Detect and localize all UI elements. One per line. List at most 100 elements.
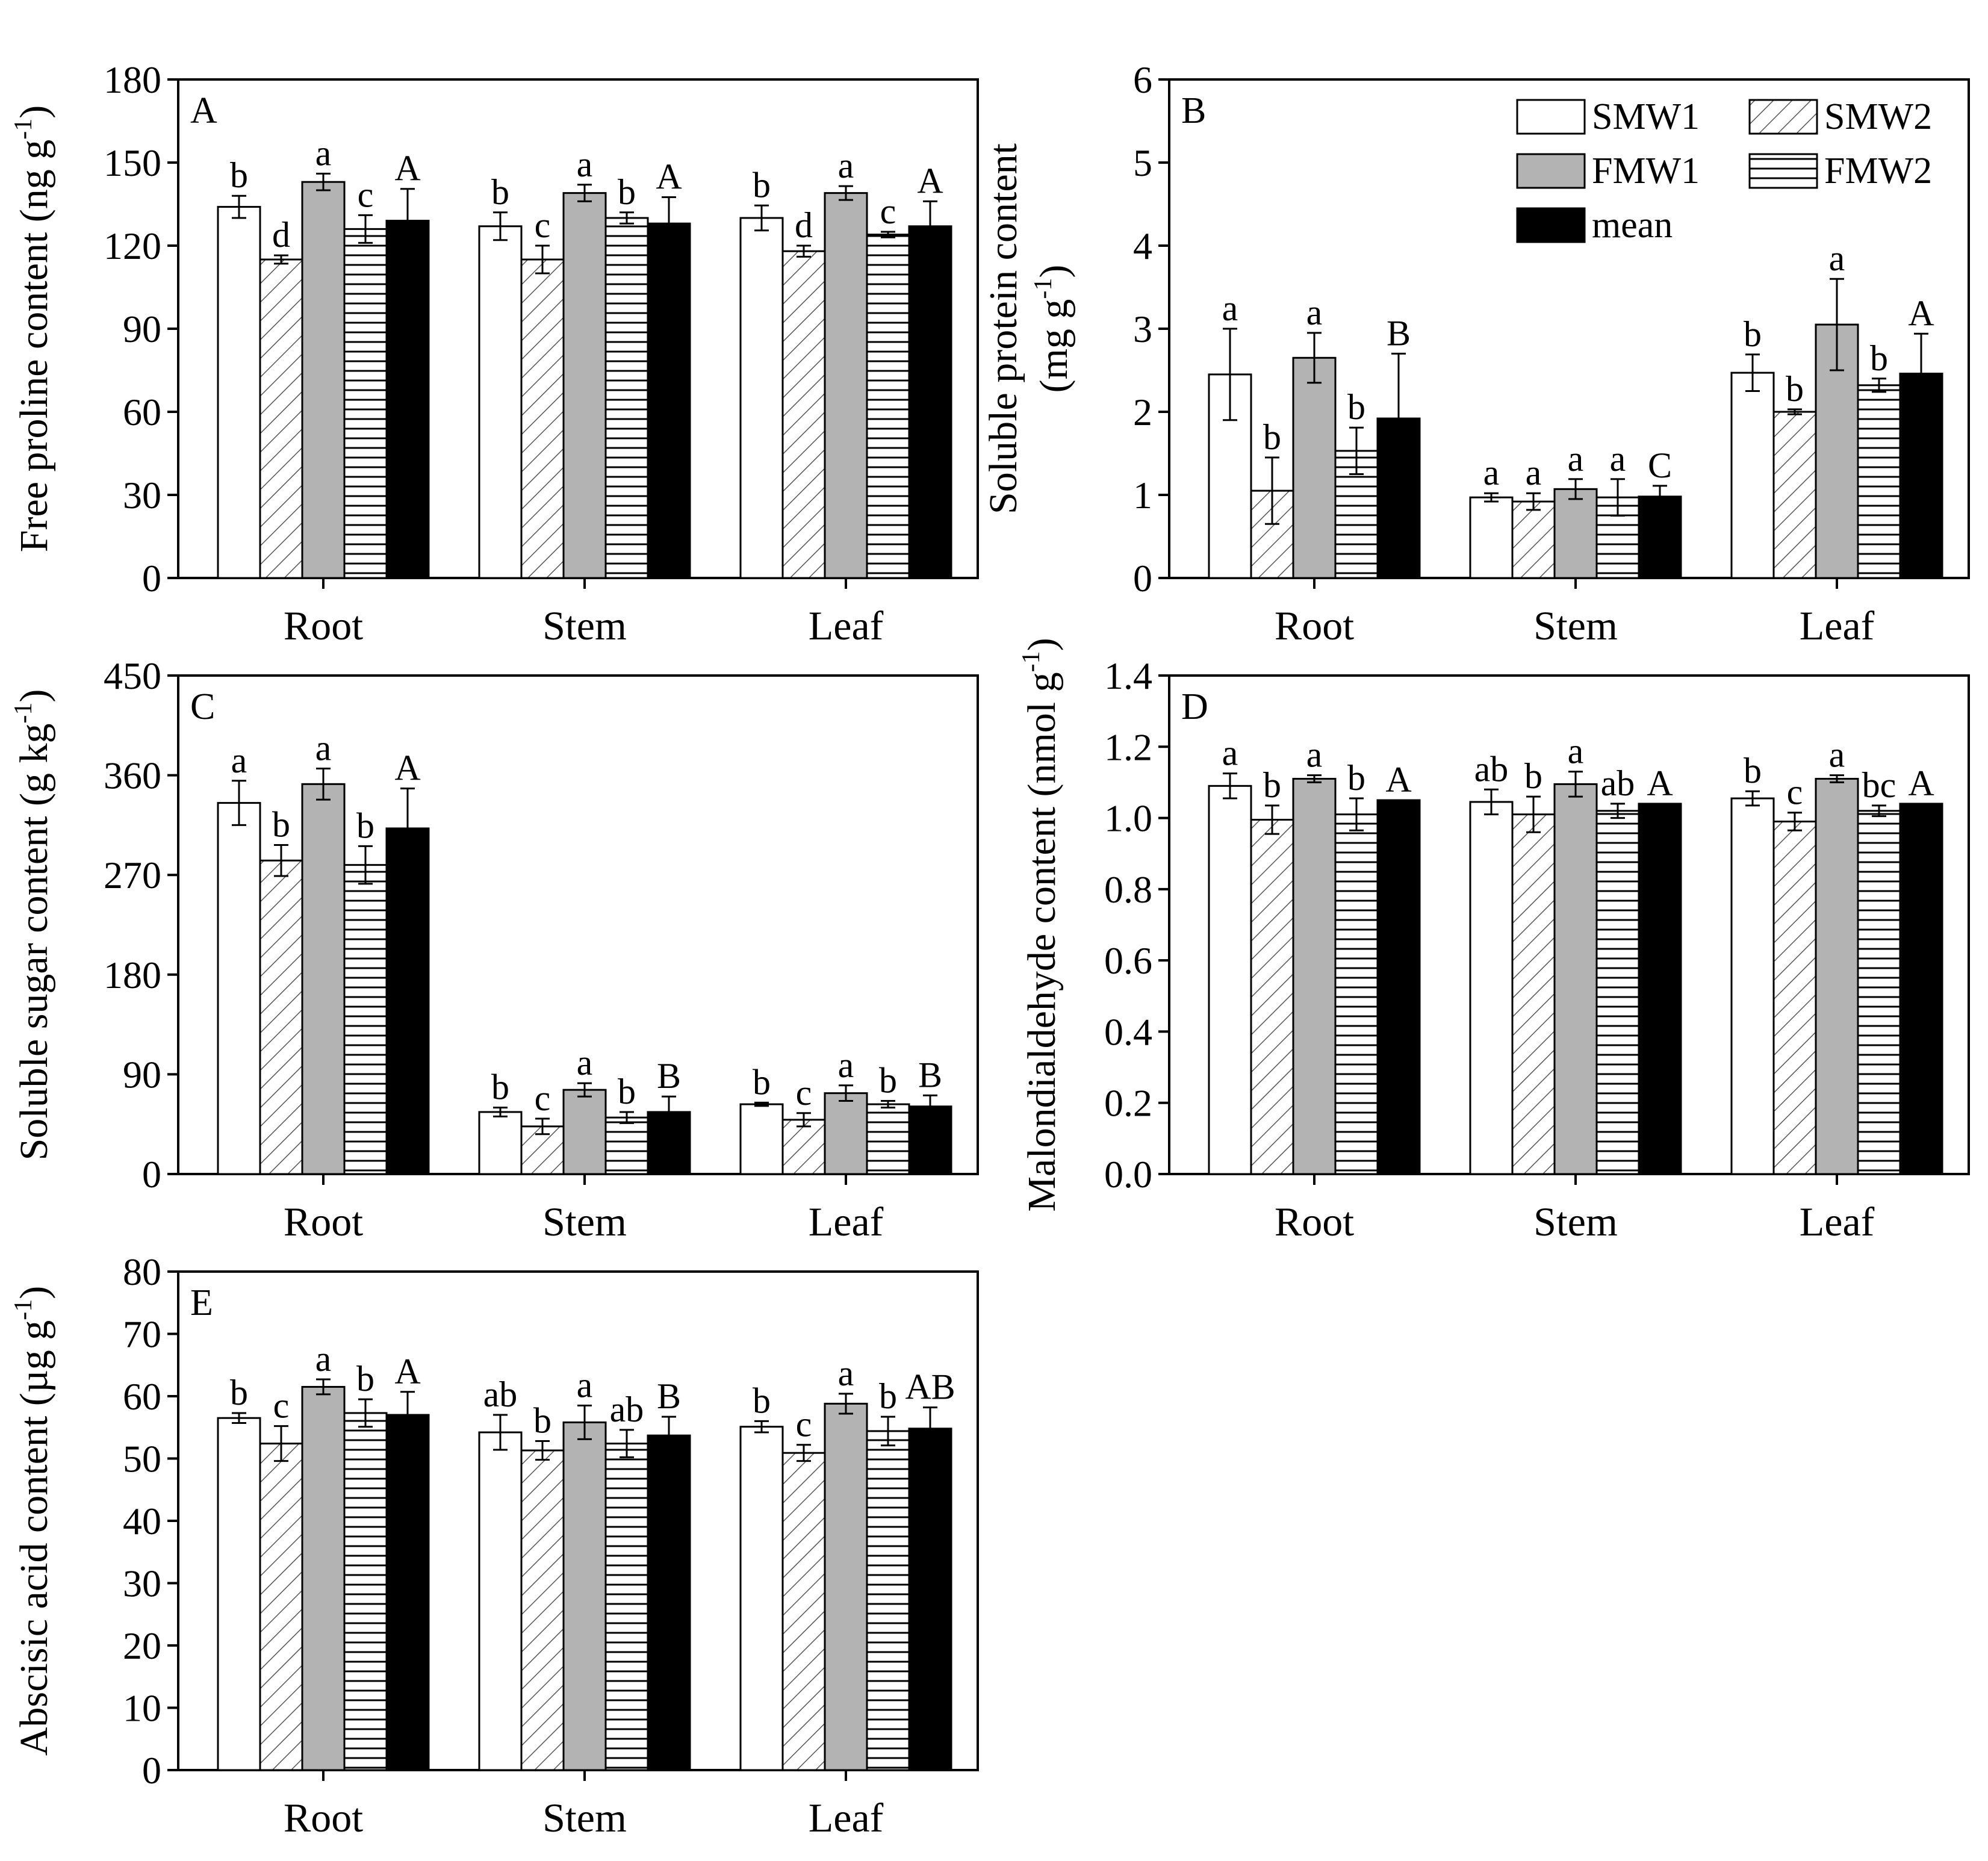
bar-fmw1-leaf [824,1092,868,1175]
significance-label: a [1610,439,1626,479]
significance-label: c [1787,772,1803,812]
significance-label: ab [483,1375,518,1414]
y-tick-label: 180 [104,58,161,101]
panel-letter-a: A [190,90,217,131]
significance-label: C [1648,446,1672,485]
significance-label: a [577,1043,593,1083]
y-tick-label: 90 [123,308,161,350]
bar-mean-stem [647,222,691,579]
significance-label: b [1524,756,1542,796]
significance-label: a [1568,439,1584,479]
y-tick-label: 0.6 [1104,939,1152,982]
legend: SMW1 SMW2 FMW1 FMW2 mean [1516,96,1932,246]
y-axis-title: Soluble protein content [981,143,1025,514]
significance-label: b [533,1401,551,1441]
significance-label: B [1387,313,1411,353]
bar-fmw2-root [343,864,388,1175]
significance-label: a [315,729,332,768]
bar-fmw2-leaf [866,234,910,579]
title-text: Free proline content (ng g [12,140,56,552]
y-tick-label: 60 [123,1375,161,1418]
bar-fmw2-leaf [866,1103,910,1175]
bar-fmw1-stem [1553,488,1598,579]
x-tick-label-leaf: Leaf [1800,1199,1875,1244]
significance-label: c [880,191,896,231]
significance-label: A [1385,760,1411,800]
bar-smw1-leaf [739,1426,784,1771]
bar-mean-root [385,1414,430,1771]
bar-smw2-leaf [1772,820,1817,1175]
x-tick-label-leaf: Leaf [809,603,884,648]
bar-fmw2-stem [604,1116,649,1175]
significance-label: b [491,1067,509,1107]
y-tick-label: 1.2 [1104,725,1152,768]
significance-label: b [1870,338,1888,378]
y-tick-label: 0 [142,1749,161,1792]
significance-label: A [917,161,943,200]
significance-label: a [1829,238,1845,278]
significance-label: A [1647,763,1673,803]
y-tick-label: 10 [123,1687,161,1730]
bar-fmw1-stem [562,192,607,579]
unit-text: (mg g [1032,299,1076,393]
x-tick-label-leaf: Leaf [1800,603,1875,648]
significance-label: a [838,1353,854,1393]
bar-smw1-leaf [739,217,784,579]
significance-label: b [1347,758,1365,798]
bar-smw2-stem [520,1449,565,1771]
significance-label: a [577,1365,593,1405]
significance-label: c [358,175,374,214]
title-text: Abscisic acid content (µg g [12,1320,56,1756]
legend-swatch-fmw1 [1516,153,1586,189]
bar-fmw2-stem [1595,810,1640,1175]
bar-fmw1-leaf [1815,778,1859,1175]
bar-mean-leaf [908,225,952,579]
bar-mean-root [385,827,430,1175]
significance-label: b [1347,387,1365,427]
x-tick-label-root: Root [284,603,363,648]
significance-label: a [1222,733,1238,773]
significance-label: b [753,1062,771,1102]
bar-smw2-root [259,1443,303,1771]
bar-fmw1-stem [1553,783,1598,1175]
bar-mean-stem [1638,803,1682,1175]
legend-swatch-fmw2 [1748,153,1818,189]
bar-fmw1-leaf [824,1402,868,1771]
legend-label-fmw2: FMW2 [1824,151,1932,191]
bar-fmw1-leaf [824,192,868,579]
y-axis-title: Abscisic acid content (µg g-1) [10,1286,56,1756]
bar-mean-stem [1638,496,1682,579]
significance-label: a [315,1339,332,1379]
x-tick-label-stem: Stem [1533,1199,1618,1244]
y-tick-label: 3 [1133,308,1152,350]
significance-label: c [796,1073,812,1113]
y-tick-label: 20 [123,1624,161,1667]
significance-label: a [1306,735,1323,775]
unit-close: ) [1032,265,1076,278]
significance-label: b [879,1061,897,1101]
y-tick-label: 0.4 [1104,1010,1152,1053]
title-close: ) [1020,638,1064,651]
bar-smw1-root [217,1417,261,1771]
bar-smw1-stem [478,1111,523,1175]
y-tick-label: 5 [1133,141,1152,184]
significance-label: b [1744,751,1762,791]
significance-label: B [918,1055,942,1095]
bar-smw2-root [259,859,303,1175]
bar-mean-stem [647,1434,691,1771]
bar-mean-root [1376,799,1421,1175]
bar-smw2-root [259,258,303,579]
significance-label: b [272,805,290,845]
significance-label: a [838,146,854,185]
x-tick-label-stem: Stem [1533,603,1618,648]
significance-label: a [315,133,332,173]
y-tick-label: 0 [142,1153,161,1196]
y-tick-label: 360 [104,754,161,797]
y-tick-label: 90 [123,1053,161,1096]
bar-smw1-stem [478,225,523,579]
title-superscript: -1 [10,119,37,140]
bar-fmw1-root [1292,778,1337,1175]
